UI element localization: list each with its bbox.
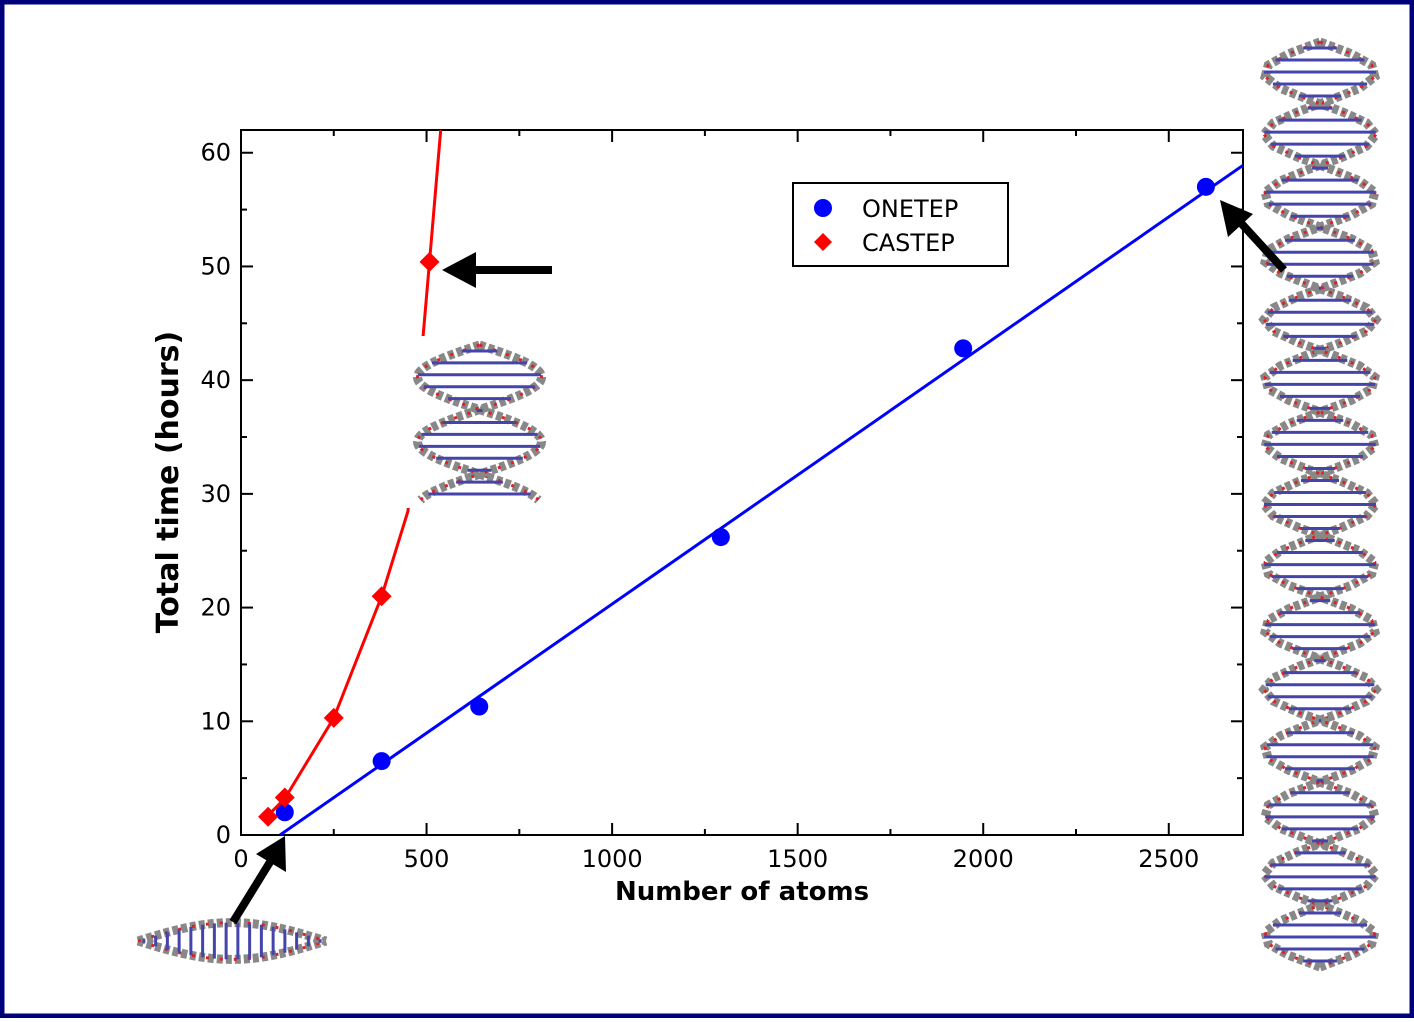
point xyxy=(470,698,488,716)
legend-label: ONETEP xyxy=(862,195,958,223)
x-axis-label: Number of atoms xyxy=(615,877,869,907)
point xyxy=(373,752,391,770)
x-tick-label: 1000 xyxy=(582,845,643,873)
y-tick-label: 0 xyxy=(216,821,231,849)
legend-label: CASTEP xyxy=(862,229,955,257)
y-tick-label: 30 xyxy=(200,480,231,508)
x-tick-label: 2500 xyxy=(1138,845,1199,873)
point xyxy=(1197,178,1215,196)
point xyxy=(954,339,972,357)
legend-marker xyxy=(814,199,832,217)
y-tick-label: 50 xyxy=(200,252,231,280)
x-tick-label: 0 xyxy=(233,845,248,873)
y-tick-label: 60 xyxy=(200,139,231,167)
x-tick-label: 2000 xyxy=(953,845,1014,873)
y-tick-label: 10 xyxy=(200,707,231,735)
y-axis-label: Total time (hours) xyxy=(151,331,186,633)
y-tick-label: 20 xyxy=(200,594,231,622)
point xyxy=(712,528,730,546)
chart: Number of atoms Total time (hours) 05001… xyxy=(0,0,1414,1018)
x-tick-label: 500 xyxy=(404,845,450,873)
y-tick-label: 40 xyxy=(200,366,231,394)
legend: ONETEP CASTEP xyxy=(793,183,1008,266)
x-tick-label: 1500 xyxy=(767,845,828,873)
